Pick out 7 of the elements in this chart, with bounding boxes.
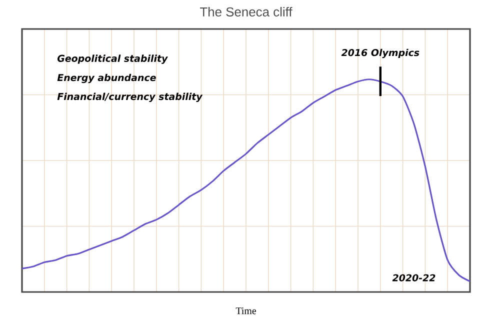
annotation: Financial/currency stability: [57, 92, 203, 102]
text: 2016 Olympics: [341, 48, 420, 58]
x-axis-title: Time: [236, 308, 256, 314]
chart-title: The Seneca cliff: [200, 6, 292, 16]
annotation: 2020-22: [392, 274, 436, 282]
annotation: Energy abundance: [57, 74, 156, 84]
text: Geopolitical stability: [57, 54, 168, 64]
